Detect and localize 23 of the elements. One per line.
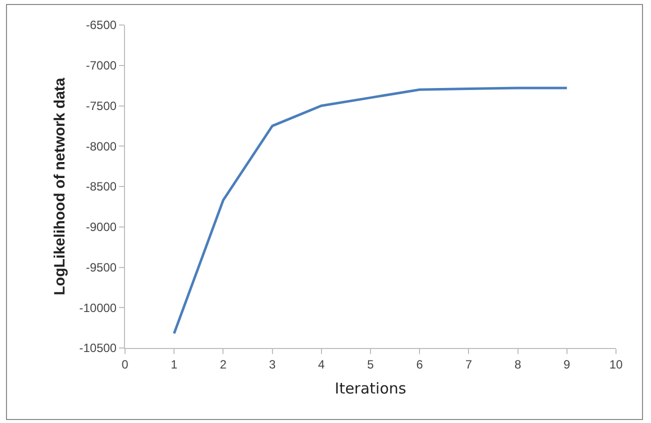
y-tick-label: -6500 bbox=[86, 18, 117, 32]
y-tick-label: -8500 bbox=[86, 180, 117, 194]
x-tick-label: 1 bbox=[170, 357, 178, 372]
x-tick-label: 2 bbox=[220, 357, 227, 372]
x-tick-label: 4 bbox=[318, 357, 326, 372]
x-tick-label: 7 bbox=[465, 357, 472, 372]
x-tick-label: 0 bbox=[122, 357, 129, 372]
x-tick-label: 10 bbox=[609, 357, 623, 372]
y-axis-title: LogLikelihood of network data bbox=[51, 77, 68, 296]
x-tick-label: 3 bbox=[268, 357, 276, 372]
y-tick-label: -9500 bbox=[86, 260, 117, 274]
x-axis-title: Iterations bbox=[334, 379, 406, 398]
x-tick-label: 5 bbox=[367, 357, 374, 372]
line-series bbox=[172, 86, 568, 335]
y-tick-label: -10500 bbox=[79, 341, 117, 356]
x-tick-label: 6 bbox=[416, 357, 424, 372]
y-tick-label: -7000 bbox=[86, 58, 117, 73]
x-tick-label: 9 bbox=[564, 357, 571, 372]
y-tick-label: -10000 bbox=[79, 300, 117, 315]
y-tick-label: -7500 bbox=[86, 98, 117, 113]
y-tick-label: -8000 bbox=[86, 139, 117, 154]
y-tick-label: -9000 bbox=[86, 220, 117, 234]
x-tick-label: 8 bbox=[514, 357, 522, 372]
